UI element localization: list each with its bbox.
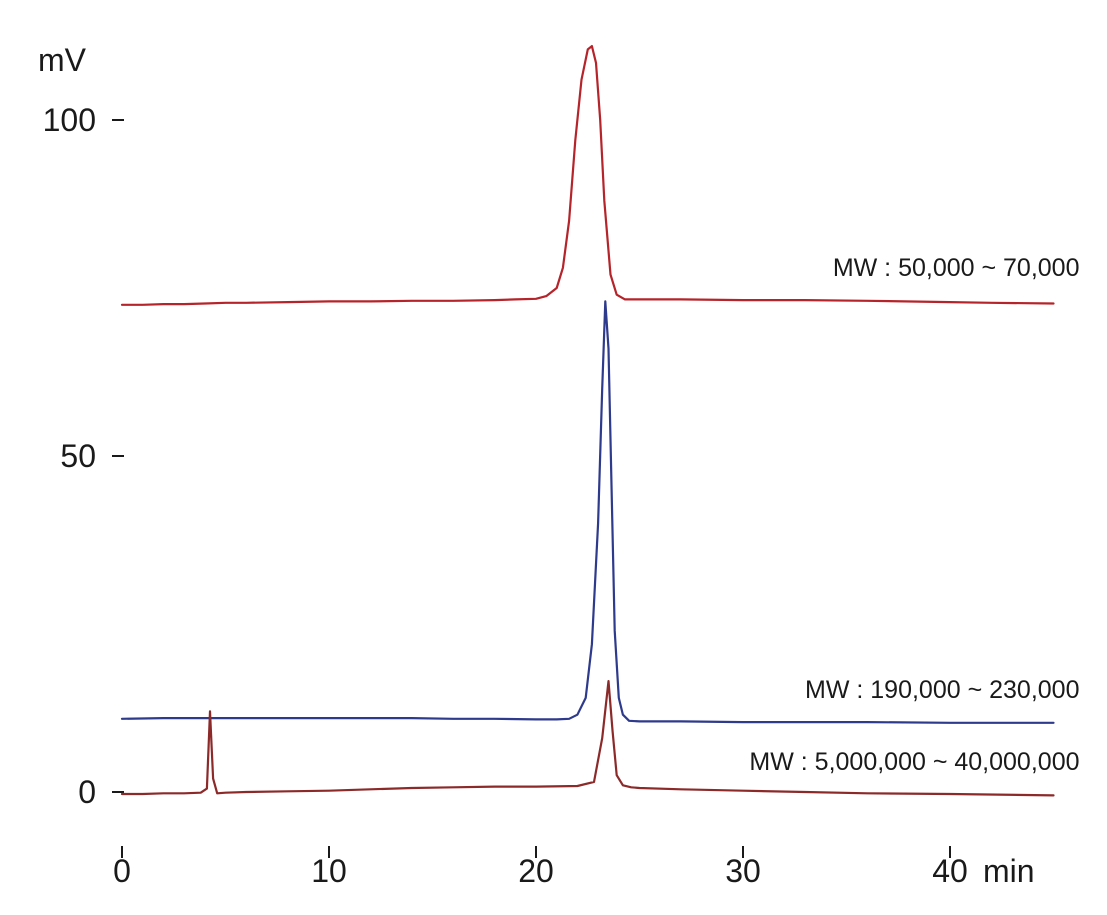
x-tick-label: 20 <box>518 853 554 889</box>
x-tick-label: 40 <box>932 853 968 889</box>
series-line-3 <box>120 680 1055 797</box>
series-layer <box>120 45 1055 797</box>
x-tick-label: 0 <box>113 853 131 889</box>
y-axis: 0 50 100 <box>43 102 124 810</box>
series-annotation-2: MW : 190,000 ~ 230,000 <box>805 676 1080 704</box>
series-line-1 <box>120 45 1055 306</box>
x-tick-label: 10 <box>311 853 347 889</box>
annotation-layer: MW : 50,000 ~ 70,000 MW : 190,000 ~ 230,0… <box>749 254 1079 776</box>
series-annotation-1: MW : 50,000 ~ 70,000 <box>833 254 1080 282</box>
x-axis: 0 10 20 30 40 <box>113 846 968 889</box>
y-axis-unit-label: mV <box>38 42 87 78</box>
y-tick-label: 50 <box>60 438 96 474</box>
x-tick-label: 30 <box>725 853 761 889</box>
series-annotation-3: MW : 5,000,000 ~ 40,000,000 <box>749 748 1079 776</box>
y-tick-label: 100 <box>43 102 96 138</box>
series-line-2 <box>120 300 1055 724</box>
x-axis-unit-label: min <box>983 853 1035 889</box>
y-tick-label: 0 <box>78 774 96 810</box>
